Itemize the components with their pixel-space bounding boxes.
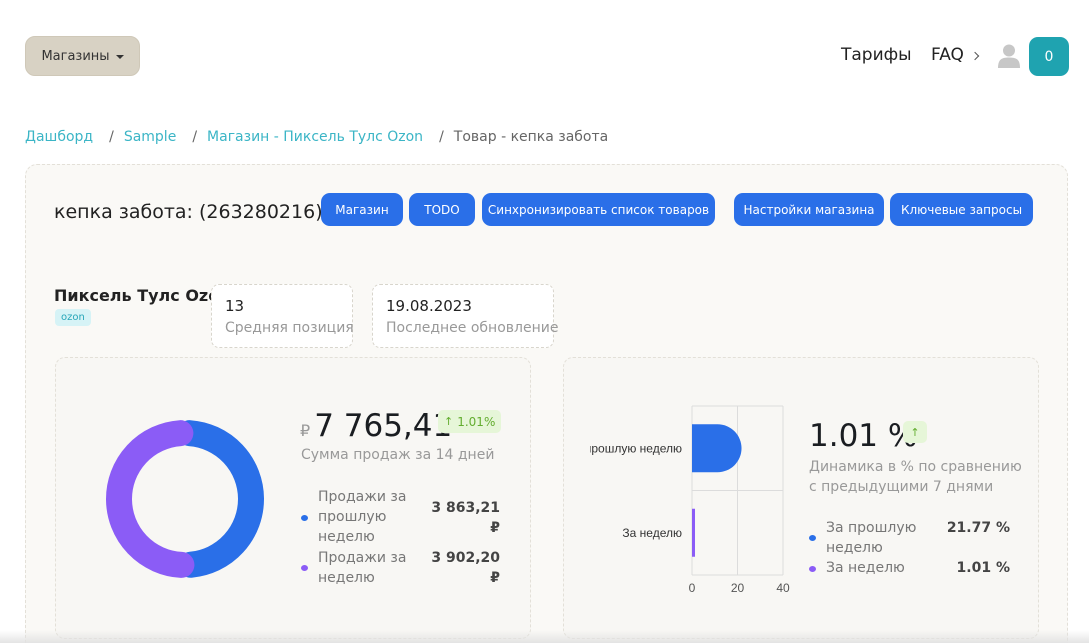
legend-dot-this-week xyxy=(301,565,308,571)
dynamics-legend-last-week-value: 21.77 % xyxy=(946,520,1010,536)
sales-total: ₽ 7 765,41 xyxy=(300,408,452,444)
marketplace-tag: ozon xyxy=(55,309,91,326)
legend-dot-last-week xyxy=(809,535,816,541)
bar-1 xyxy=(692,508,695,557)
breadcrumb-separator: / xyxy=(109,129,114,145)
dynamics-card xyxy=(563,357,1039,639)
x-tick-label: 20 xyxy=(731,581,745,595)
bar-0 xyxy=(692,424,742,473)
sales-legend-last-week-value: 3 863,21 ₽ xyxy=(431,500,500,536)
dynamics-up-badge: ↑ xyxy=(903,421,927,443)
x-tick-label: 40 xyxy=(776,581,790,595)
stores-dropdown-label: Магазины xyxy=(41,48,110,64)
dynamics-legend-this-week-label: За неделю xyxy=(826,560,905,576)
sales-total-value: 7 765,41 xyxy=(314,408,453,444)
store-button[interactable]: Магазин xyxy=(321,193,403,226)
breadcrumb-current: Товар - кепка забота xyxy=(453,129,609,145)
legend-dot-last-week xyxy=(301,515,308,521)
dynamics-caption: Динамика в % по сравнению с предыдущими … xyxy=(809,459,1022,495)
arrow-up-icon: ↑ xyxy=(910,425,920,439)
nav-faq-link[interactable]: FAQ xyxy=(931,45,980,65)
sales-change-badge: ↑ 1.01% xyxy=(438,410,502,433)
breadcrumb-separator: / xyxy=(439,129,444,145)
dynamics-bar-chart: прошлую неделю За неделю 0 20 40 xyxy=(590,405,790,595)
keywords-button[interactable]: Ключевые запросы xyxy=(890,193,1033,226)
nav-tarify-link[interactable]: Тарифы xyxy=(841,45,912,65)
x-tick-label: 0 xyxy=(689,581,696,595)
stores-dropdown-button[interactable]: Магазины xyxy=(25,36,140,76)
store-settings-button[interactable]: Настройки магазина xyxy=(734,193,884,226)
store-name: Пиксель Тулс Ozon xyxy=(54,286,231,305)
last-update-value: 19.08.2023 xyxy=(386,297,472,315)
last-update-label: Последнее обновление xyxy=(386,320,559,336)
bar-category-label-0: прошлую неделю xyxy=(590,441,682,455)
breadcrumb: Дашборд / Sample / Магазин - Пиксель Тул… xyxy=(25,129,608,145)
dynamics-legend-last-week-label: За прошлую неделю xyxy=(826,520,917,556)
avg-position-stat: 13 Средняя позиция xyxy=(211,284,354,348)
sales-legend-last-week-label: Продажи за прошлую неделю xyxy=(318,489,407,545)
breadcrumb-store-link[interactable]: Магазин - Пиксель Тулс Ozon xyxy=(207,129,424,145)
dynamics-value: 1.01 % xyxy=(809,418,918,454)
bar-category-label-1: За неделю xyxy=(622,526,682,540)
arrow-up-icon: ↑ xyxy=(444,415,454,428)
sales-legend-this-week-value: 3 902,20 ₽ xyxy=(431,550,500,586)
donut-segment-1 xyxy=(106,420,195,578)
sales-card xyxy=(55,357,531,639)
donut-segment-0 xyxy=(176,420,264,578)
last-update-stat: 19.08.2023 Последнее обновление xyxy=(372,284,559,348)
breadcrumb-dashboard-link[interactable]: Дашборд xyxy=(25,129,94,145)
sales-caption: Сумма продаж за 14 дней xyxy=(301,447,495,463)
breadcrumb-separator: / xyxy=(192,129,198,145)
avg-position-label: Средняя позиция xyxy=(225,320,354,336)
caret-down-icon xyxy=(115,54,124,59)
sync-products-button[interactable]: Синхронизировать список товаров xyxy=(482,193,715,226)
scroll-fade xyxy=(0,630,1089,643)
dynamics-legend-this-week-value: 1.01 % xyxy=(956,560,1010,576)
sales-change-value: 1.01% xyxy=(457,414,496,429)
legend-dot-this-week xyxy=(809,566,816,572)
sales-donut-chart xyxy=(106,420,264,578)
product-title: кепка забота: (263280216) xyxy=(54,201,323,223)
breadcrumb-sample-link[interactable]: Sample xyxy=(123,129,177,145)
currency-symbol: ₽ xyxy=(300,421,311,440)
nav-faq-label: FAQ xyxy=(931,45,964,65)
todo-button[interactable]: TODO xyxy=(409,193,475,226)
sales-legend-this-week-label: Продажи за неделю xyxy=(318,550,407,586)
chevron-right-icon xyxy=(970,51,980,61)
avg-position-value: 13 xyxy=(225,297,245,315)
user-icon[interactable] xyxy=(998,44,1020,68)
cart-count-badge[interactable]: 0 xyxy=(1029,37,1069,76)
